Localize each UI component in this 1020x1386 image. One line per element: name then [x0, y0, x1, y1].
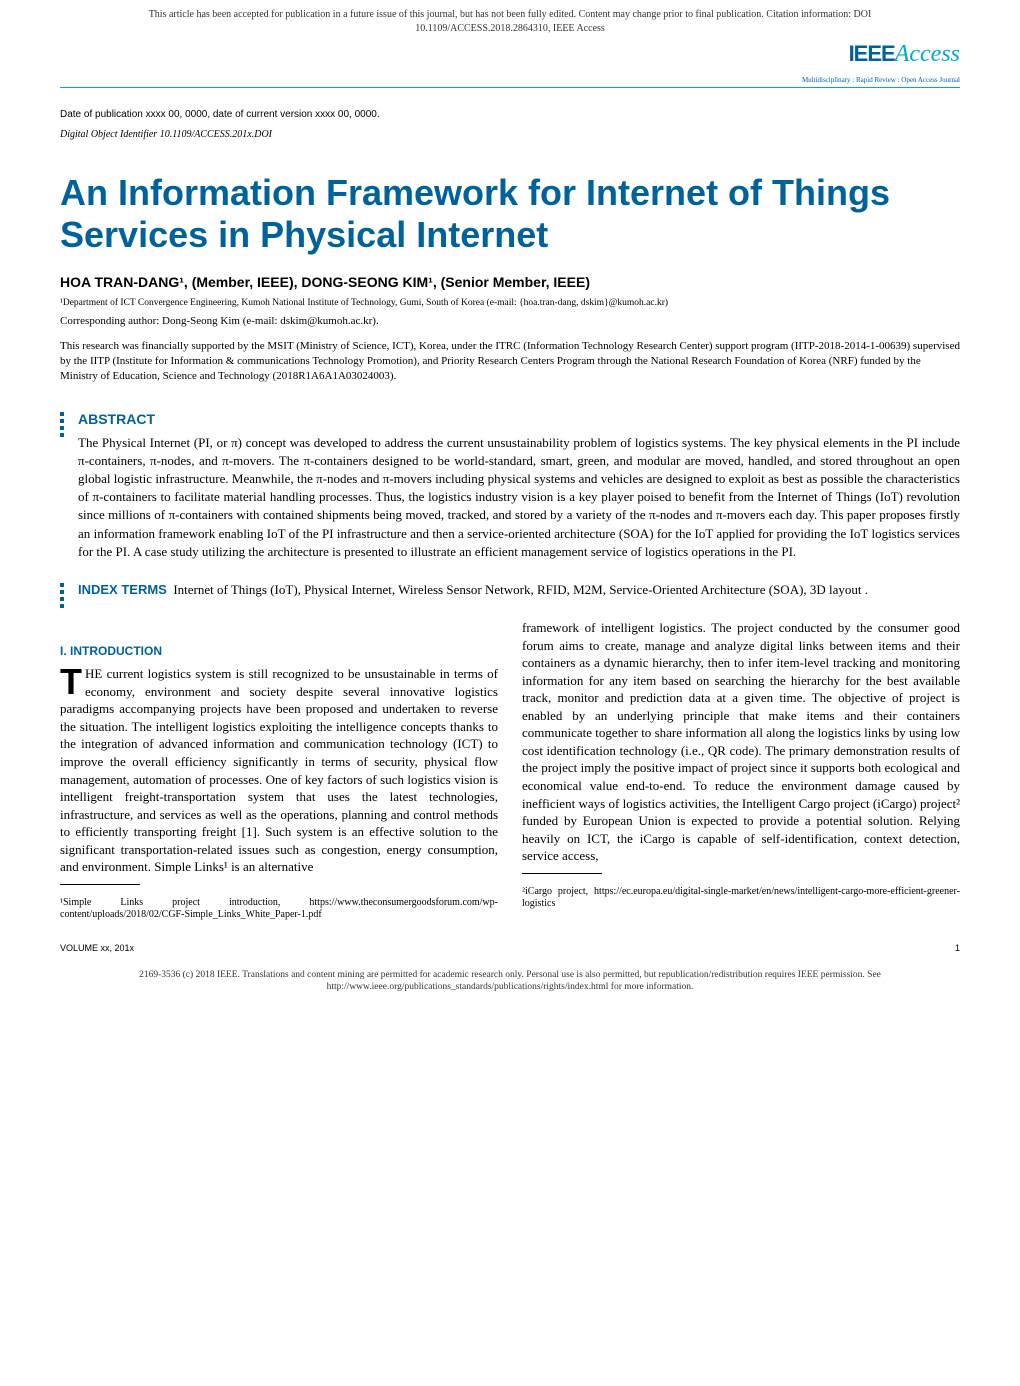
publication-date: Date of publication xxxx 00, 0000, date … — [60, 108, 960, 122]
intro-paragraph-1: THE current logistics system is still re… — [60, 665, 498, 876]
page-number: 1 — [955, 942, 960, 955]
footnote-rule-2 — [522, 873, 602, 874]
abstract-label: ABSTRACT — [78, 410, 960, 430]
footnote-rule-1 — [60, 884, 140, 885]
index-terms-line: INDEX TERMS Internet of Things (IoT), Ph… — [78, 581, 960, 599]
access-logo-text: Access — [895, 41, 960, 67]
copyright-line-2: http://www.ieee.org/publications_standar… — [327, 982, 694, 992]
corresponding-author: Corresponding author: Dong-Seong Kim (e-… — [60, 314, 960, 329]
notice-line-1: This article has been accepted for publi… — [149, 9, 872, 20]
intro-body-col2: framework of intelligent logistics. The … — [522, 619, 960, 865]
introduction-columns: I. INTRODUCTION THE current logistics sy… — [60, 619, 960, 928]
dropcap: T — [60, 665, 85, 698]
abstract-block: ABSTRACT The Physical Internet (PI, or π… — [60, 410, 960, 561]
intro-body-col1: HE current logistics system is still rec… — [60, 666, 498, 874]
paper-title: An Information Framework for Internet of… — [60, 172, 960, 255]
abstract-text: The Physical Internet (PI, or π) concept… — [78, 434, 960, 561]
author-list: HOA TRAN-DANG¹, (Member, IEEE), DONG-SEO… — [60, 273, 960, 293]
copyright-footer: 2169-3536 (c) 2018 IEEE. Translations an… — [0, 963, 1020, 1004]
affiliation: ¹Department of ICT Convergence Engineeri… — [60, 297, 960, 310]
notice-line-2: 10.1109/ACCESS.2018.2864310, IEEE Access — [415, 23, 605, 34]
copyright-line-1: 2169-3536 (c) 2018 IEEE. Translations an… — [139, 970, 881, 980]
introduction-heading: I. INTRODUCTION — [60, 643, 498, 659]
footnote-1: ¹Simple Links project introduction, http… — [60, 897, 498, 922]
acceptance-notice: This article has been accepted for publi… — [0, 0, 1020, 38]
journal-logo: IEEEAccess — [0, 38, 1020, 76]
funding-statement: This research was financially supported … — [60, 339, 960, 384]
logo-tagline: Multidisciplinary : Rapid Review : Open … — [0, 76, 1020, 86]
footnote-2: ²iCargo project, https://ec.europa.eu/di… — [522, 886, 960, 911]
main-content: Date of publication xxxx 00, 0000, date … — [0, 108, 1020, 928]
header-rule — [60, 87, 960, 88]
index-terms-label: INDEX TERMS — [78, 582, 167, 597]
doi-identifier: Digital Object Identifier 10.1109/ACCESS… — [60, 128, 960, 142]
intro-col-1: I. INTRODUCTION THE current logistics sy… — [60, 643, 498, 922]
volume-label: VOLUME xx, 201x — [60, 942, 134, 955]
ieee-logo-text: IEEE — [849, 41, 895, 66]
index-terms-text: Internet of Things (IoT), Physical Inter… — [173, 582, 868, 597]
index-terms-block: INDEX TERMS Internet of Things (IoT), Ph… — [60, 581, 960, 599]
intro-col-2: framework of intelligent logistics. The … — [522, 619, 960, 911]
index-dots-icon — [60, 583, 64, 608]
abstract-dots-icon — [60, 412, 64, 437]
volume-page-row: VOLUME xx, 201x 1 — [0, 928, 1020, 963]
